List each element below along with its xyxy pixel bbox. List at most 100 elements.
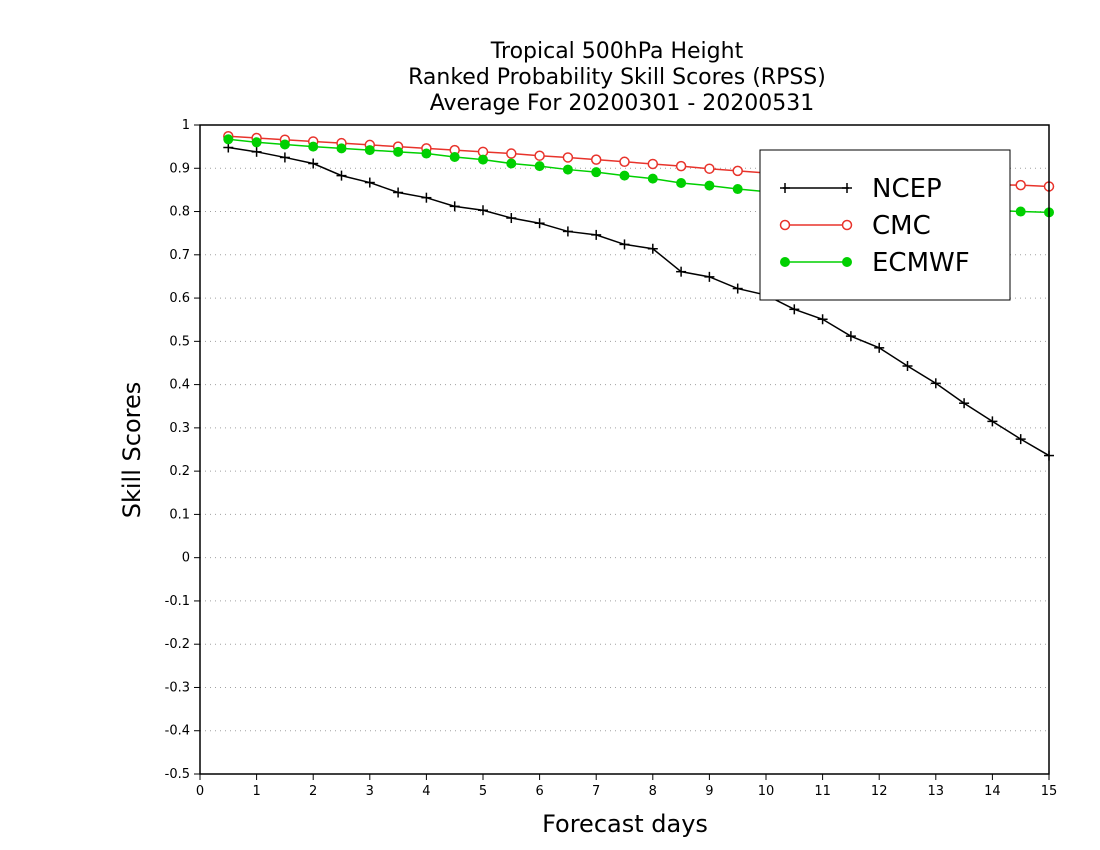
data-point-ecmwf (591, 167, 602, 178)
y-tick-label: 0.2 (169, 464, 190, 479)
data-point-ecmwf (223, 134, 234, 145)
legend-item-ecmwf: ECMWF (780, 248, 970, 278)
data-point-ncep (251, 146, 262, 157)
data-point-ecmwf (364, 145, 375, 156)
legend-marker-ncep (780, 183, 790, 193)
y-tick-label: 1 (182, 118, 190, 133)
data-point-ncep (930, 378, 941, 389)
legend-marker-ecmwf (842, 257, 852, 267)
y-tick-label: 0.4 (169, 378, 190, 393)
data-point-ncep (874, 342, 885, 353)
chart-title-line-1: Tropical 500hPa Height (490, 39, 744, 64)
x-tick-label: 12 (871, 784, 888, 799)
legend-marker-cmc (779, 219, 791, 231)
data-point-ecmwf (704, 180, 715, 191)
legend-item-ncep: NCEP (780, 174, 942, 204)
y-tick-label: 0.6 (169, 291, 190, 306)
y-tick-label: 0 (182, 551, 190, 566)
x-tick-label: 1 (252, 784, 260, 799)
legend-label-cmc: CMC (872, 211, 931, 241)
series-line-ncep (228, 146, 1050, 457)
data-point-ncep (534, 218, 545, 229)
x-tick-label: 0 (196, 784, 204, 799)
data-point-ncep (987, 416, 998, 427)
data-point-ncep (845, 331, 856, 342)
data-point-ecmwf (534, 161, 545, 172)
legend: NCEP CMC ECMWF (759, 149, 1011, 301)
data-point-cmc (704, 163, 715, 174)
data-point-ecmwf (1015, 206, 1026, 217)
data-point-ncep (902, 360, 913, 371)
x-tick-label: 14 (984, 784, 1001, 799)
y-axis-ticks: 1 0.9 0.8 0.7 0.6 0.5 0.4 0.3 0.2 0.1 0 -0.1 -0.2 -0.… (165, 118, 200, 782)
data-point-ecmwf (676, 177, 687, 188)
y-tick-label: -0.1 (165, 594, 190, 609)
x-tick-label: 10 (758, 784, 775, 799)
x-tick-label: 7 (592, 784, 600, 799)
x-tick-label: 11 (814, 784, 831, 799)
y-tick-label: -0.4 (165, 724, 190, 739)
data-point-cmc (647, 158, 659, 170)
data-point-ncep (421, 192, 432, 203)
x-tick-label: 13 (928, 784, 945, 799)
x-axis-ticks: 0 1 2 3 4 5 6 7 8 9 10 11 12 13 14 15 (196, 774, 1057, 799)
data-point-ecmwf (251, 137, 262, 148)
data-point-ncep (449, 201, 460, 212)
data-point-cmc (506, 148, 517, 159)
data-point-ncep (1015, 434, 1026, 445)
y-axis-label: Skill Scores (118, 382, 146, 519)
data-point-ncep (789, 304, 800, 315)
y-tick-label: -0.2 (165, 637, 190, 652)
data-point-ecmwf (619, 170, 630, 181)
data-point-ecmwf (308, 141, 319, 152)
data-point-ncep (959, 398, 970, 409)
x-tick-label: 6 (535, 784, 543, 799)
data-point-ncep (647, 243, 658, 254)
y-tick-label: -0.5 (165, 767, 190, 782)
y-tick-label: 0.7 (169, 248, 190, 263)
data-point-ecmwf (562, 164, 573, 175)
x-tick-label: 9 (705, 784, 713, 799)
x-tick-label: 2 (309, 784, 317, 799)
y-tick-label: 0.8 (169, 205, 190, 220)
data-point-cmc (675, 160, 687, 172)
data-point-cmc (1015, 179, 1026, 191)
legend-label-ncep: NCEP (872, 174, 942, 204)
y-tick-label: -0.3 (165, 680, 190, 695)
legend-marker-ncep (842, 183, 852, 193)
chart-title-line-3: Average For 20200301 - 20200531 (430, 91, 815, 116)
data-point-ecmwf (506, 158, 517, 169)
data-point-cmc (619, 156, 630, 168)
plot-frame (199, 124, 1050, 775)
x-axis-label: Forecast days (542, 810, 708, 838)
data-point-ncep (591, 229, 602, 240)
data-point-ncep (393, 187, 404, 198)
data-point-ecmwf (393, 146, 404, 157)
x-tick-label: 3 (366, 784, 374, 799)
data-point-cmc (732, 165, 743, 177)
y-tick-label: 0.9 (169, 161, 190, 176)
data-point-ncep (308, 158, 319, 169)
data-point-ecmwf (421, 148, 432, 159)
data-point-ecmwf (732, 184, 743, 195)
legend-marker-cmc (841, 219, 853, 231)
y-tick-label: 0.1 (169, 507, 190, 522)
data-point-ncep (676, 266, 687, 277)
x-tick-label: 8 (649, 784, 657, 799)
data-point-ncep (506, 213, 517, 224)
data-point-cmc (534, 150, 545, 161)
x-tick-label: 5 (479, 784, 487, 799)
chart-title: Tropical 500hPa Height Ranked Probabilit… (408, 39, 826, 116)
data-point-ecmwf (279, 139, 290, 150)
data-point-ecmwf (449, 152, 460, 163)
data-point-ncep (619, 239, 630, 250)
data-point-ncep (817, 314, 828, 325)
data-point-ncep (732, 283, 743, 294)
data-point-ncep (364, 177, 375, 188)
chart-title-line-2: Ranked Probability Skill Scores (RPSS) (408, 65, 826, 90)
data-point-cmc (590, 154, 602, 165)
x-tick-label: 4 (422, 784, 430, 799)
data-point-ncep (562, 226, 573, 237)
data-point-ncep (279, 152, 290, 163)
